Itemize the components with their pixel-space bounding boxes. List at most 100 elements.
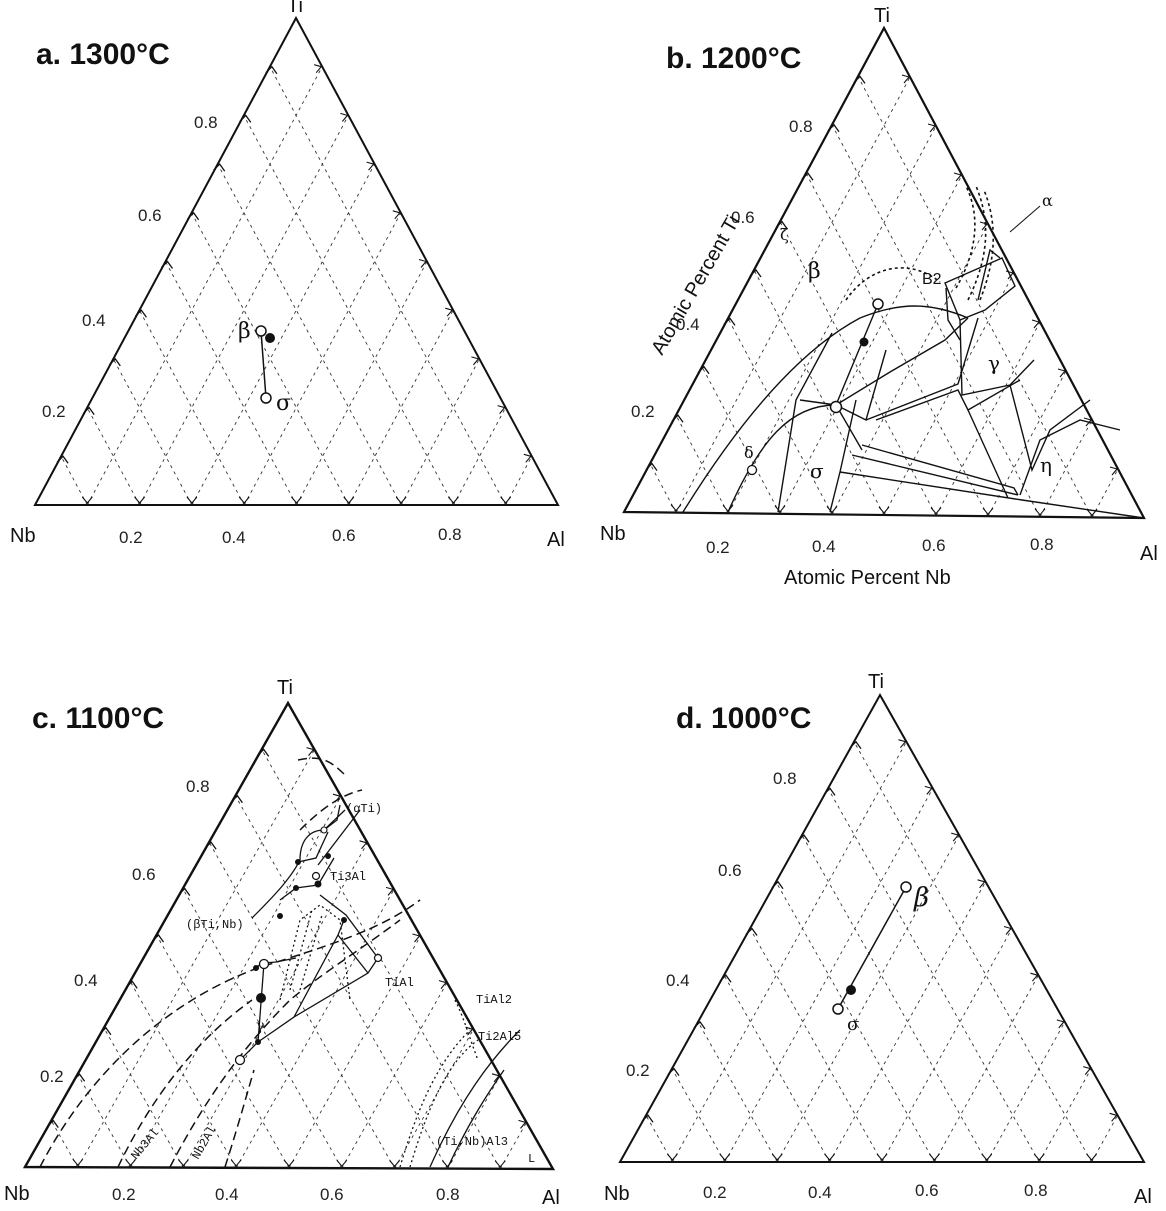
bottom-edge-tick: [447, 496, 459, 504]
grid-line: [675, 414, 729, 514]
panel-b-alpha-leader: [1009, 205, 1041, 233]
panel-b-boundary-b2: [845, 267, 941, 301]
panel-a-vertex-right: Al: [547, 529, 565, 551]
panel-c-boundary: [447, 1069, 505, 1168]
panel-b-boundary: [835, 349, 887, 422]
grid-line: [776, 834, 960, 1163]
panel-c-open-point: [234, 1054, 246, 1066]
panel-d-alloy-point: [846, 985, 856, 995]
panel-c-bottom-tick: 0.8: [436, 1185, 460, 1204]
panel-b: b. 1200°C Ti Nb Al 0.2 0.4 0.6 0.8 0.2 0…: [600, 5, 1158, 589]
panel-c-label-gamma: γ: [256, 1018, 264, 1034]
grid-line: [86, 66, 323, 506]
panel-c-vertex-right: Al: [542, 1187, 560, 1209]
right-edge-tick: [306, 747, 315, 756]
bottom-edge-tick: [771, 1153, 783, 1161]
grid-line: [831, 223, 989, 515]
panel-c-dotted-boundaries: [279, 904, 479, 1168]
right-edge-tick: [898, 739, 907, 749]
grid-line: [853, 741, 1092, 1163]
panel-c-solid-boundaries: [239, 804, 521, 1168]
right-edge-tick: [523, 453, 532, 463]
bottom-edge-tick: [928, 1153, 940, 1161]
panel-c-left-tick: 0.2: [40, 1067, 64, 1086]
panel-b-boundary: [1009, 384, 1091, 473]
panel-c-boundary: [279, 857, 335, 901]
panel-a-triangle: [33, 15, 560, 506]
bottom-edge-tick: [238, 496, 250, 504]
panel-c-bottom-tick: 0.6: [320, 1185, 344, 1204]
grid-line: [749, 928, 883, 1163]
grid-line: [881, 928, 1013, 1163]
panel-b-bottom-tick: 0.4: [812, 537, 836, 556]
panel-c-boundary: [323, 804, 341, 831]
grid-line: [805, 172, 989, 517]
panel-c-solid-point: [314, 880, 322, 888]
grid-line: [191, 163, 375, 506]
grid-line: [288, 935, 421, 1169]
panel-c-open-point: [373, 953, 383, 963]
grid-line: [753, 269, 885, 516]
panel-a-label-beta: β: [238, 319, 251, 344]
bottom-edge-tick: [774, 505, 786, 513]
grid-line: [779, 221, 937, 516]
panel-a-bottom-tick: 0.8: [438, 525, 462, 544]
panel-c-boundary: [239, 961, 265, 1061]
bottom-edge-tick: [1086, 1153, 1098, 1161]
right-edge-tick: [1109, 1112, 1118, 1122]
panel-c-boundary: [429, 1029, 521, 1168]
panel-c-boundary: [299, 789, 363, 831]
grid-line: [156, 934, 290, 1169]
panel-b-label-eta: η: [1040, 453, 1052, 477]
grid-line: [182, 888, 343, 1169]
grid-line: [130, 795, 342, 1168]
panel-c-boundary: [289, 909, 313, 991]
panel-c-boundary: [299, 914, 323, 991]
bottom-edge-tick: [230, 1159, 242, 1167]
panel-b-boundary: [959, 319, 1035, 396]
panel-c-open-point: [320, 826, 328, 834]
panel-c-boundary: [297, 757, 346, 776]
right-edge-tick: [1083, 1066, 1092, 1075]
grid-line: [77, 749, 315, 1168]
panel-c-triangle: [22, 700, 556, 1171]
bottom-edge-tick: [666, 1153, 678, 1161]
right-edge-tick: [1003, 925, 1012, 935]
panel-b-open-point: [872, 298, 884, 310]
panel-c-solid-point: [255, 1039, 261, 1045]
panel-a-beta-point: [255, 325, 267, 337]
panel-c-boundary: [409, 1039, 479, 1168]
grid-line: [103, 1027, 184, 1168]
panel-b-vertex-top: Ti: [874, 5, 890, 27]
panel-c-boundary: [224, 1069, 255, 1168]
panel-b-boundary: [835, 303, 879, 451]
grid-line: [269, 66, 507, 506]
panel-c-bottom-tick: 0.4: [215, 1185, 239, 1204]
panel-b-label-beta: β: [808, 259, 821, 284]
panel-d-vertex-right: Al: [1134, 1186, 1152, 1208]
grid-line: [1091, 468, 1119, 518]
panel-d-bottom-tick: 0.6: [915, 1181, 939, 1200]
panel-c-left-tick: 0.4: [74, 971, 98, 990]
grid-line: [217, 163, 402, 506]
panel-d-label-beta: β: [913, 883, 929, 913]
panel-b-left-axis-title: Atomic Percent Ti: [647, 212, 744, 359]
panel-d: d. 1000°C Ti Nb Al 0.2 0.4 0.6 0.8 0.2 0…: [604, 671, 1152, 1208]
panel-b-label-sigma: σ: [810, 459, 824, 483]
right-edge-tick: [445, 307, 454, 317]
panel-d-vertex-top: Ti: [868, 671, 884, 693]
panel-d-left-tick: 0.6: [718, 861, 742, 880]
grid-line: [208, 841, 395, 1169]
panel-d-left-tick: 0.8: [773, 769, 797, 788]
panel-d-bottom-tick: 0.2: [703, 1183, 727, 1202]
grid-line: [112, 358, 193, 506]
bottom-edge-tick: [291, 496, 302, 504]
panel-b-boundary: [727, 404, 837, 513]
panel-c-label-tial2: TiAl2: [476, 993, 512, 1007]
panel-b-left-tick: 0.2: [631, 402, 655, 421]
grid-line: [400, 358, 480, 506]
grid-line: [727, 318, 833, 515]
panel-c-boundary: [399, 1029, 471, 1168]
panel-d-sigma-point: [832, 1003, 844, 1015]
grid-line: [60, 456, 88, 506]
